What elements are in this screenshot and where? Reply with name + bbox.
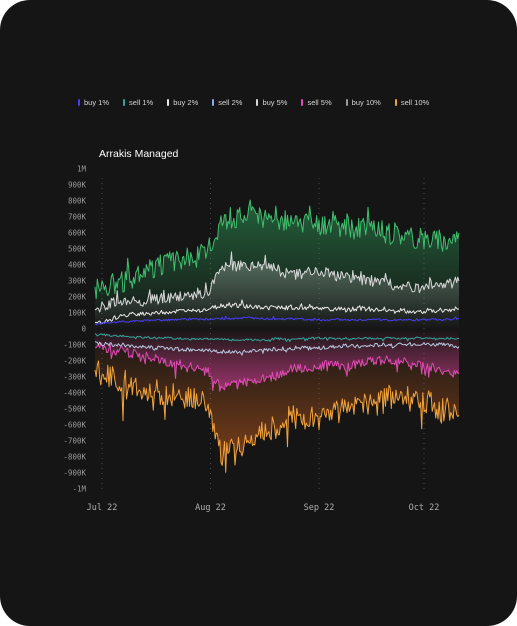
legend-swatch: [78, 98, 80, 106]
series-line-buy10: [94, 199, 460, 300]
area-buy5: [95, 251, 459, 329]
y-tick-label: 800K: [68, 197, 87, 206]
y-tick-label: -500K: [63, 405, 86, 414]
y-tick-label: 400K: [68, 261, 87, 270]
legend-item[interactable]: buy 1%: [78, 98, 109, 107]
x-tick-label: Sep 22: [304, 503, 335, 513]
y-tick-label: -200K: [63, 357, 86, 366]
legend-label: buy 5%: [262, 97, 288, 107]
legend-label: buy 1%: [84, 97, 110, 107]
y-tick-label: 600K: [68, 229, 87, 238]
series-line-sell10: [94, 360, 460, 473]
y-tick-label: -1M: [72, 485, 86, 494]
chart-title: Arrakis Managed: [99, 148, 179, 160]
legend-swatch: [167, 98, 170, 106]
legend-label: sell 2%: [218, 97, 243, 107]
y-tick-label: 100K: [68, 309, 87, 318]
legend-swatch: [123, 98, 126, 106]
legend-item[interactable]: buy 2%: [167, 98, 198, 107]
y-tick-label: 0: [81, 325, 86, 334]
y-tick-label: 500K: [68, 245, 87, 254]
legend-label: buy 10%: [351, 97, 381, 107]
y-tick-label: -600K: [63, 421, 86, 430]
series-line-sell5: [94, 342, 460, 392]
legend-swatch: [394, 98, 397, 106]
y-axis-ticks: 1M 900K 800K 700K 600K 500K 400K 300K 200K 100K 0 -…: [63, 165, 86, 494]
area-sell5: [95, 329, 459, 392]
legend-swatch: [256, 98, 259, 106]
y-tick-label: -100K: [63, 341, 86, 350]
legend-swatch: [345, 98, 348, 106]
y-tick-label: -700K: [63, 437, 86, 446]
legend-swatch: [301, 98, 304, 106]
legend: buy 1% sell 1% buy 2% sell 2% buy 5% sell 5% b…: [78, 96, 443, 108]
y-tick-label: -900K: [63, 469, 86, 478]
series-line-sell2: [94, 341, 460, 356]
legend-label: sell 5%: [307, 97, 332, 107]
y-tick-label: 300K: [68, 277, 87, 286]
legend-item[interactable]: sell 10%: [394, 97, 430, 107]
y-tick-label: -800K: [63, 453, 86, 462]
legend-label: sell 1%: [129, 97, 154, 107]
legend-item[interactable]: buy 10%: [345, 97, 381, 107]
legend-item[interactable]: buy 5%: [256, 98, 287, 107]
y-tick-label: 1M: [77, 165, 87, 174]
legend-item[interactable]: sell 2%: [212, 98, 242, 107]
legend-item[interactable]: sell 5%: [301, 97, 332, 107]
x-tick-label: Oct 22: [409, 503, 440, 513]
series-line-buy5: [94, 251, 460, 313]
legend-item[interactable]: sell 1%: [123, 98, 153, 107]
series-line-buy1: [94, 315, 460, 326]
area-fills: [95, 200, 459, 473]
series-lines: [94, 199, 460, 473]
x-tick-label: Jul 22: [87, 503, 118, 513]
x-axis-ticks: Jul 22 Aug 22 Sep 22 Oct 22: [87, 503, 440, 513]
legend-label: sell 10%: [400, 97, 430, 107]
y-tick-label: 700K: [68, 213, 87, 222]
y-tick-label: -300K: [63, 373, 86, 382]
x-tick-label: Aug 22: [195, 503, 226, 513]
series-line-buy2: [94, 299, 460, 325]
y-tick-label: -400K: [63, 389, 86, 398]
y-tick-label: 200K: [68, 293, 87, 302]
series-line-sell1: [94, 333, 460, 343]
y-tick-label: 900K: [68, 181, 87, 190]
legend-swatch: [212, 98, 215, 106]
legend-label: buy 2%: [173, 97, 199, 107]
